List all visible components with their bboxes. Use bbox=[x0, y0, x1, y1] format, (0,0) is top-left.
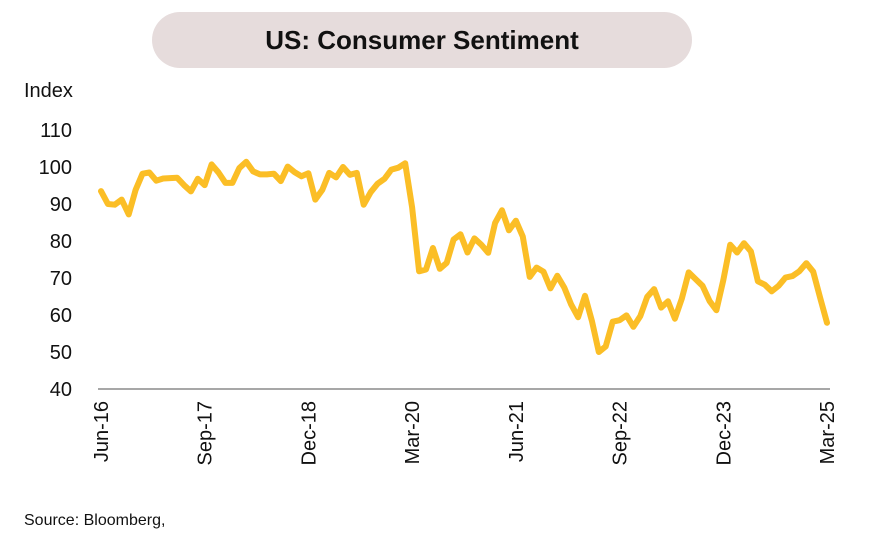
y-tick-label: 60 bbox=[50, 305, 72, 327]
source-note: Source: Bloomberg, bbox=[24, 512, 166, 529]
x-tick-label: Sep-22 bbox=[610, 401, 632, 466]
y-tick-label: 100 bbox=[39, 157, 72, 179]
y-tick-label: 40 bbox=[50, 379, 72, 401]
y-tick-label: 80 bbox=[50, 231, 72, 253]
y-axis-label: Index bbox=[24, 80, 73, 102]
x-tick-label: Mar-20 bbox=[402, 401, 424, 464]
series-line-consumer-sentiment bbox=[98, 158, 830, 355]
y-tick-labels: 110 100 90 80 70 60 50 40 bbox=[39, 120, 72, 401]
y-tick-label: 50 bbox=[50, 342, 72, 364]
y-tick-label: 90 bbox=[50, 194, 72, 216]
x-tick-label: Jun-21 bbox=[506, 401, 528, 462]
x-tick-label: Jun-16 bbox=[91, 401, 113, 462]
x-tick-label: Dec-23 bbox=[713, 401, 735, 465]
chart-title: US: Consumer Sentiment bbox=[265, 24, 579, 55]
y-tick-label: 70 bbox=[50, 268, 72, 290]
x-tick-label: Dec-18 bbox=[298, 401, 320, 465]
chart-title-pill: US: Consumer Sentiment bbox=[152, 12, 692, 68]
y-tick-label: 110 bbox=[40, 120, 72, 142]
x-tick-labels: Jun-16 Sep-17 Dec-18 Mar-20 Jun-21 Sep-22 Dec-… bbox=[91, 401, 839, 466]
x-tick-label: Mar-25 bbox=[817, 401, 839, 464]
x-tick-label: Sep-17 bbox=[195, 401, 217, 466]
